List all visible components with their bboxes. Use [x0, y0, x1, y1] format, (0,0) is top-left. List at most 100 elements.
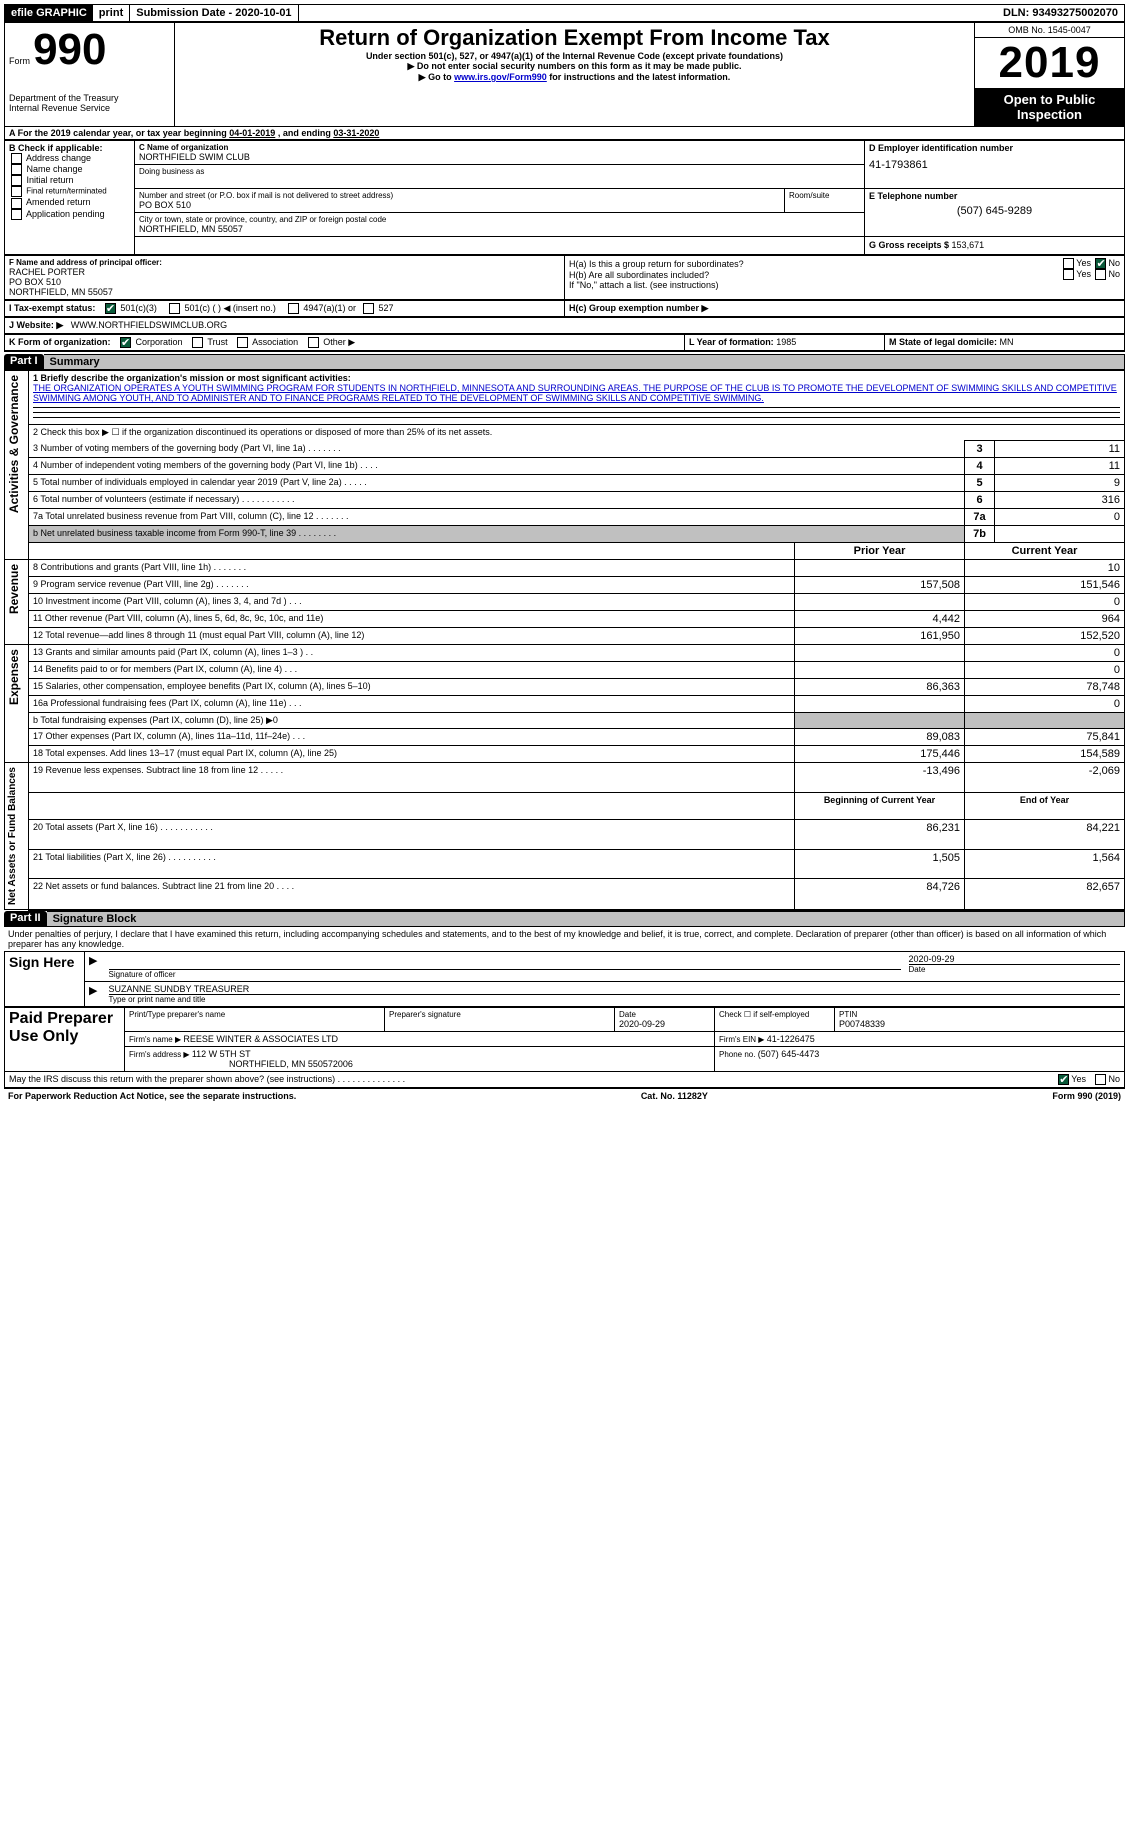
l12p: 161,950 [795, 628, 965, 645]
l4: 4 Number of independent voting members o… [29, 458, 965, 475]
info-table: B Check if applicable: Address change Na… [4, 140, 1125, 255]
cb-final[interactable]: Final return/terminated [9, 186, 130, 197]
officer-addr1: PO BOX 510 [9, 277, 560, 287]
cb-initial[interactable]: Initial return [9, 175, 130, 186]
cb-name[interactable]: Name change [9, 164, 130, 175]
hb-no: No [1108, 269, 1120, 279]
l7av: 0 [995, 509, 1125, 526]
klm-row: K Form of organization: Corporation Trus… [4, 334, 1125, 352]
ha-label: H(a) Is this a group return for subordin… [569, 259, 744, 269]
omb: OMB No. 1545-0047 [975, 23, 1124, 38]
dept-treasury: Department of the Treasury [9, 93, 170, 103]
side-net: Net Assets or Fund Balances [5, 763, 29, 910]
page-title: Return of Organization Exempt From Incom… [179, 25, 970, 51]
topbar: efile GRAPHIC print Submission Date - 20… [4, 4, 1125, 22]
firm-addr1: 112 W 5TH ST [192, 1049, 251, 1059]
goto-link[interactable]: www.irs.gov/Form990 [454, 72, 547, 82]
part1-table: Activities & Governance 1 Briefly descri… [4, 370, 1125, 911]
officer-name: RACHEL PORTER [9, 267, 560, 277]
l18p: 175,446 [795, 746, 965, 763]
firm-name: Firm's name ▶ REESE WINTER & ASSOCIATES … [125, 1031, 715, 1046]
l11c: 964 [965, 611, 1125, 628]
hb-options[interactable]: Yes No [1061, 269, 1120, 280]
cb-501c3[interactable] [105, 303, 116, 314]
l1-text[interactable]: THE ORGANIZATION OPERATES A YOUTH SWIMMI… [33, 383, 1117, 403]
paperwork-note: For Paperwork Reduction Act Notice, see … [8, 1091, 296, 1101]
subtitle: Under section 501(c), 527, or 4947(a)(1)… [179, 51, 970, 61]
l16b: b Total fundraising expenses (Part IX, c… [29, 713, 795, 729]
part2-decl: Under penalties of perjury, I declare th… [4, 927, 1125, 951]
tax-exempt-hc [565, 295, 1125, 300]
note-goto: ▶ Go to www.irs.gov/Form990 for instruct… [179, 72, 970, 83]
officer-label: F Name and address of principal officer: [9, 258, 560, 267]
firm-value: REESE WINTER & ASSOCIATES LTD [183, 1034, 338, 1044]
tax-exempt: I Tax-exempt status: 501(c)(3) 501(c) ( … [5, 301, 565, 317]
paid-c2: Preparer's signature [385, 1007, 615, 1031]
form-footer: Form 990 (2019) [1052, 1091, 1121, 1101]
side-gov: Activities & Governance [5, 371, 29, 560]
l11: 11 Other revenue (Part VIII, column (A),… [29, 611, 795, 628]
dba-label: Doing business as [139, 167, 860, 176]
l5n: 5 [965, 475, 995, 492]
form-prefix: Form [9, 56, 30, 66]
ein-label: D Employer identification number [869, 143, 1120, 153]
cb-501c[interactable] [169, 303, 180, 314]
l16ac: 0 [965, 696, 1125, 713]
fh-table: F Name and address of principal officer:… [4, 255, 1125, 300]
k-label: K Form of organization: [9, 337, 111, 347]
website-cell: J Website: ▶ WWW.NORTHFIELDSWIMCLUB.ORG [5, 318, 1125, 334]
box-g: G Gross receipts $ 153,671 [865, 237, 1125, 255]
omb-year-cell: OMB No. 1545-0047 2019 Open to Public In… [975, 23, 1125, 127]
cb-527[interactable] [363, 303, 374, 314]
l16ap [795, 696, 965, 713]
ha-no: No [1108, 258, 1120, 268]
hb-yes: Yes [1076, 269, 1091, 279]
org-name: NORTHFIELD SWIM CLUB [139, 152, 860, 162]
part2-badge: Part II [4, 911, 47, 927]
side-gov-label: Activities & Governance [5, 371, 23, 517]
cb-name-label: Name change [27, 164, 83, 174]
l20: 20 Total assets (Part X, line 16) . . . … [29, 819, 795, 849]
ha-options[interactable]: Yes No [1061, 258, 1120, 269]
firm-phone: Phone no. (507) 645-4473 [715, 1046, 1125, 1071]
footer-row: For Paperwork Reduction Act Notice, see … [4, 1089, 1125, 1103]
l10: 10 Investment income (Part VIII, column … [29, 594, 795, 611]
submission-value: 2020-10-01 [235, 7, 291, 19]
l17c: 75,841 [965, 729, 1125, 746]
l11p: 4,442 [795, 611, 965, 628]
period-end: 03-31-2020 [333, 128, 379, 138]
l6n: 6 [965, 492, 995, 509]
firm-addr: Firm's address ▶ 112 W 5TH ST NORTHFIELD… [125, 1046, 715, 1071]
l12c: 152,520 [965, 628, 1125, 645]
cb-corp[interactable] [120, 337, 131, 348]
phone-label: E Telephone number [869, 191, 1120, 201]
box-d: D Employer identification number 41-1793… [865, 141, 1125, 189]
te-o1: 501(c)(3) [120, 303, 157, 313]
box-c-dba: Doing business as [135, 165, 865, 189]
ein-value2: 41-1226475 [767, 1034, 815, 1044]
l17p: 89,083 [795, 729, 965, 746]
prior-header: Prior Year [795, 543, 965, 560]
print-button[interactable]: print [93, 5, 130, 21]
cb-other[interactable] [308, 337, 319, 348]
box-b-label: B Check if applicable: [9, 143, 130, 153]
cb-amended-label: Amended return [26, 197, 91, 207]
cb-addr[interactable]: Address change [9, 153, 130, 164]
ein-label2: Firm's EIN ▶ [719, 1035, 767, 1044]
paid-c4[interactable]: Check ☐ if self-employed [715, 1007, 835, 1031]
l13c: 0 [965, 645, 1125, 662]
cb-pending[interactable]: Application pending [9, 209, 130, 220]
cb-trust[interactable] [192, 337, 203, 348]
cb-amended[interactable]: Amended return [9, 197, 130, 208]
cat-no: Cat. No. 11282Y [641, 1091, 708, 1101]
cb-assoc[interactable] [237, 337, 248, 348]
part1-header: Part I Summary [4, 354, 1125, 370]
website-value[interactable]: WWW.NORTHFIELDSWIMCLUB.ORG [71, 320, 227, 330]
discuss-options[interactable]: Yes No [1056, 1074, 1120, 1085]
cb-4947[interactable] [288, 303, 299, 314]
l-label: L Year of formation: [689, 337, 776, 347]
sig-label: Signature of officer [109, 970, 901, 979]
l2: 2 Check this box ▶ ☐ if the organization… [29, 425, 1125, 441]
cb-addr-label: Address change [26, 153, 91, 163]
te-label: I Tax-exempt status: [9, 303, 95, 313]
